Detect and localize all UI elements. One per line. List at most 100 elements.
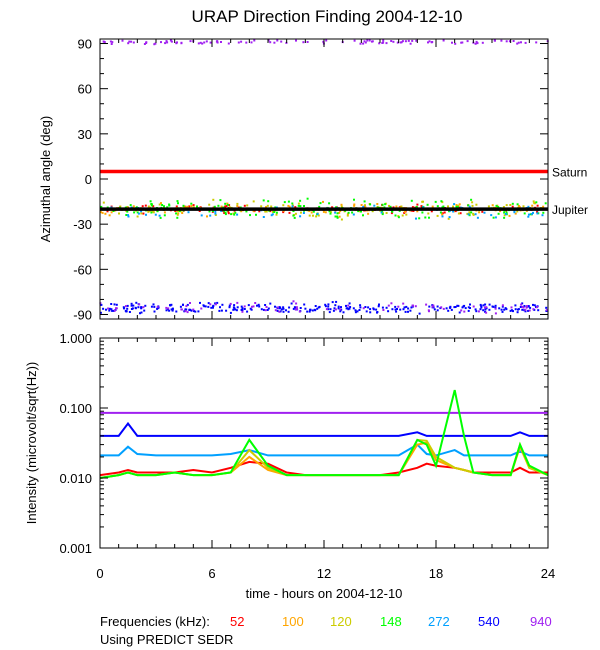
scatter-point-100-khz: [101, 211, 104, 214]
scatter-point-120-khz: [192, 206, 195, 209]
scatter-point-540-khz: [527, 309, 530, 312]
legend-item-148-khz: 148: [380, 614, 402, 629]
scatter-point-272-khz: [214, 210, 217, 213]
scatter-point-148-khz: [421, 211, 424, 214]
scatter-point-272-khz: [504, 213, 507, 215]
scatter-point-540-khz: [153, 305, 156, 308]
scatter-point-540-khz: [207, 302, 210, 305]
scatter-point-100-khz: [346, 213, 349, 216]
scatter-point-540-khz: [232, 308, 235, 311]
scatter-point-52-khz: [106, 210, 109, 213]
scatter-point-148-khz: [398, 209, 401, 212]
scatter-point-540-khz: [523, 309, 526, 312]
scatter-point-148-khz: [133, 211, 136, 214]
scatter-point-52-khz: [420, 205, 423, 208]
scatter-point-148-khz: [306, 197, 309, 200]
scatter-point-272-khz: [209, 214, 212, 217]
scatter-point-540-khz: [514, 304, 517, 307]
scatter-point-120-khz: [212, 198, 215, 201]
scatter-point-540-khz: [418, 312, 421, 315]
scatter-point-120-khz: [270, 205, 273, 208]
scatter-point-540-khz: [165, 309, 168, 312]
scatter-point-148-khz: [267, 200, 270, 203]
scatter-point-540-khz: [186, 303, 189, 306]
scatter-point-940-khz: [363, 40, 366, 43]
scatter-point-940-khz: [102, 40, 105, 43]
scatter-point-148-khz: [156, 210, 159, 213]
scatter-point-272-khz: [453, 203, 456, 206]
scatter-point-148-khz: [336, 215, 339, 218]
scatter-point-148-khz: [439, 211, 442, 214]
scatter-point-540-khz: [128, 311, 131, 313]
scatter-point-540-khz: [348, 302, 351, 305]
scatter-point-540-khz: [402, 308, 405, 311]
legend-item-120-khz: 120: [330, 614, 352, 629]
legend-item-52-khz: 52: [230, 614, 244, 629]
scatter-point-148-khz: [363, 200, 366, 203]
scatter-point-940-khz: [440, 306, 443, 309]
scatter-point-272-khz: [220, 210, 223, 212]
scatter-point-940-khz: [180, 308, 183, 311]
scatter-point-540-khz: [124, 309, 127, 312]
scatter-point-540-khz: [488, 308, 491, 311]
scatter-point-540-khz: [405, 305, 408, 308]
scatter-point-100-khz: [132, 205, 135, 208]
scatter-point-120-khz: [260, 205, 263, 208]
scatter-point-940-khz: [201, 42, 204, 45]
scatter-point-100-khz: [478, 211, 481, 214]
scatter-point-100-khz: [220, 205, 223, 208]
scatter-point-940-khz: [525, 306, 528, 309]
scatter-point-272-khz: [441, 215, 444, 218]
scatter-point-940-khz: [359, 42, 362, 45]
scatter-point-940-khz: [237, 41, 240, 44]
scatter-point-540-khz: [233, 304, 236, 307]
scatter-point-940-khz: [521, 305, 524, 308]
scatter-point-100-khz: [322, 210, 325, 213]
azimuth-scatter-points: [99, 39, 549, 315]
scatter-point-120-khz: [152, 211, 155, 214]
scatter-point-540-khz: [359, 304, 362, 307]
scatter-point-540-khz: [137, 306, 140, 309]
scatter-point-540-khz: [523, 305, 526, 307]
scatter-point-148-khz: [175, 212, 178, 215]
scatter-point-272-khz: [127, 214, 129, 217]
scatter-point-540-khz: [150, 305, 153, 308]
scatter-point-940-khz: [508, 40, 511, 43]
scatter-point-148-khz: [351, 211, 354, 214]
scatter-point-540-khz: [381, 306, 384, 309]
scatter-point-940-khz: [215, 40, 218, 43]
scatter-point-940-khz: [189, 40, 192, 43]
scatter-point-940-khz: [109, 40, 112, 43]
scatter-point-148-khz: [369, 203, 372, 206]
scatter-point-940-khz: [353, 39, 356, 42]
legend-label: Frequencies (kHz):: [100, 614, 210, 629]
scatter-point-540-khz: [267, 307, 270, 310]
scatter-point-148-khz: [224, 202, 227, 205]
scatter-point-100-khz: [360, 204, 363, 206]
scatter-point-272-khz: [334, 211, 337, 214]
scatter-point-148-khz: [150, 203, 153, 205]
scatter-point-540-khz: [475, 310, 478, 313]
scatter-point-540-khz: [454, 306, 457, 308]
scatter-point-540-khz: [218, 309, 221, 312]
scatter-point-148-khz: [275, 211, 278, 214]
scatter-point-540-khz: [235, 309, 238, 312]
scatter-point-120-khz: [177, 209, 180, 212]
scatter-point-148-khz: [347, 211, 350, 214]
scatter-point-100-khz: [206, 215, 208, 218]
y-tick-label: -90: [73, 307, 92, 322]
scatter-point-540-khz: [260, 308, 263, 311]
scatter-point-540-khz: [228, 304, 231, 307]
scatter-point-52-khz: [223, 212, 226, 214]
scatter-point-52-khz: [152, 205, 155, 208]
scatter-point-540-khz: [220, 309, 223, 312]
scatter-point-940-khz: [431, 41, 434, 43]
scatter-point-272-khz: [527, 205, 530, 208]
scatter-point-940-khz: [371, 40, 373, 43]
scatter-point-148-khz: [126, 210, 129, 213]
scatter-point-148-khz: [249, 214, 251, 217]
scatter-point-940-khz: [412, 304, 414, 307]
scatter-point-52-khz: [142, 212, 145, 215]
x-tick-label: 18: [429, 566, 443, 581]
scatter-point-100-khz: [404, 210, 406, 213]
